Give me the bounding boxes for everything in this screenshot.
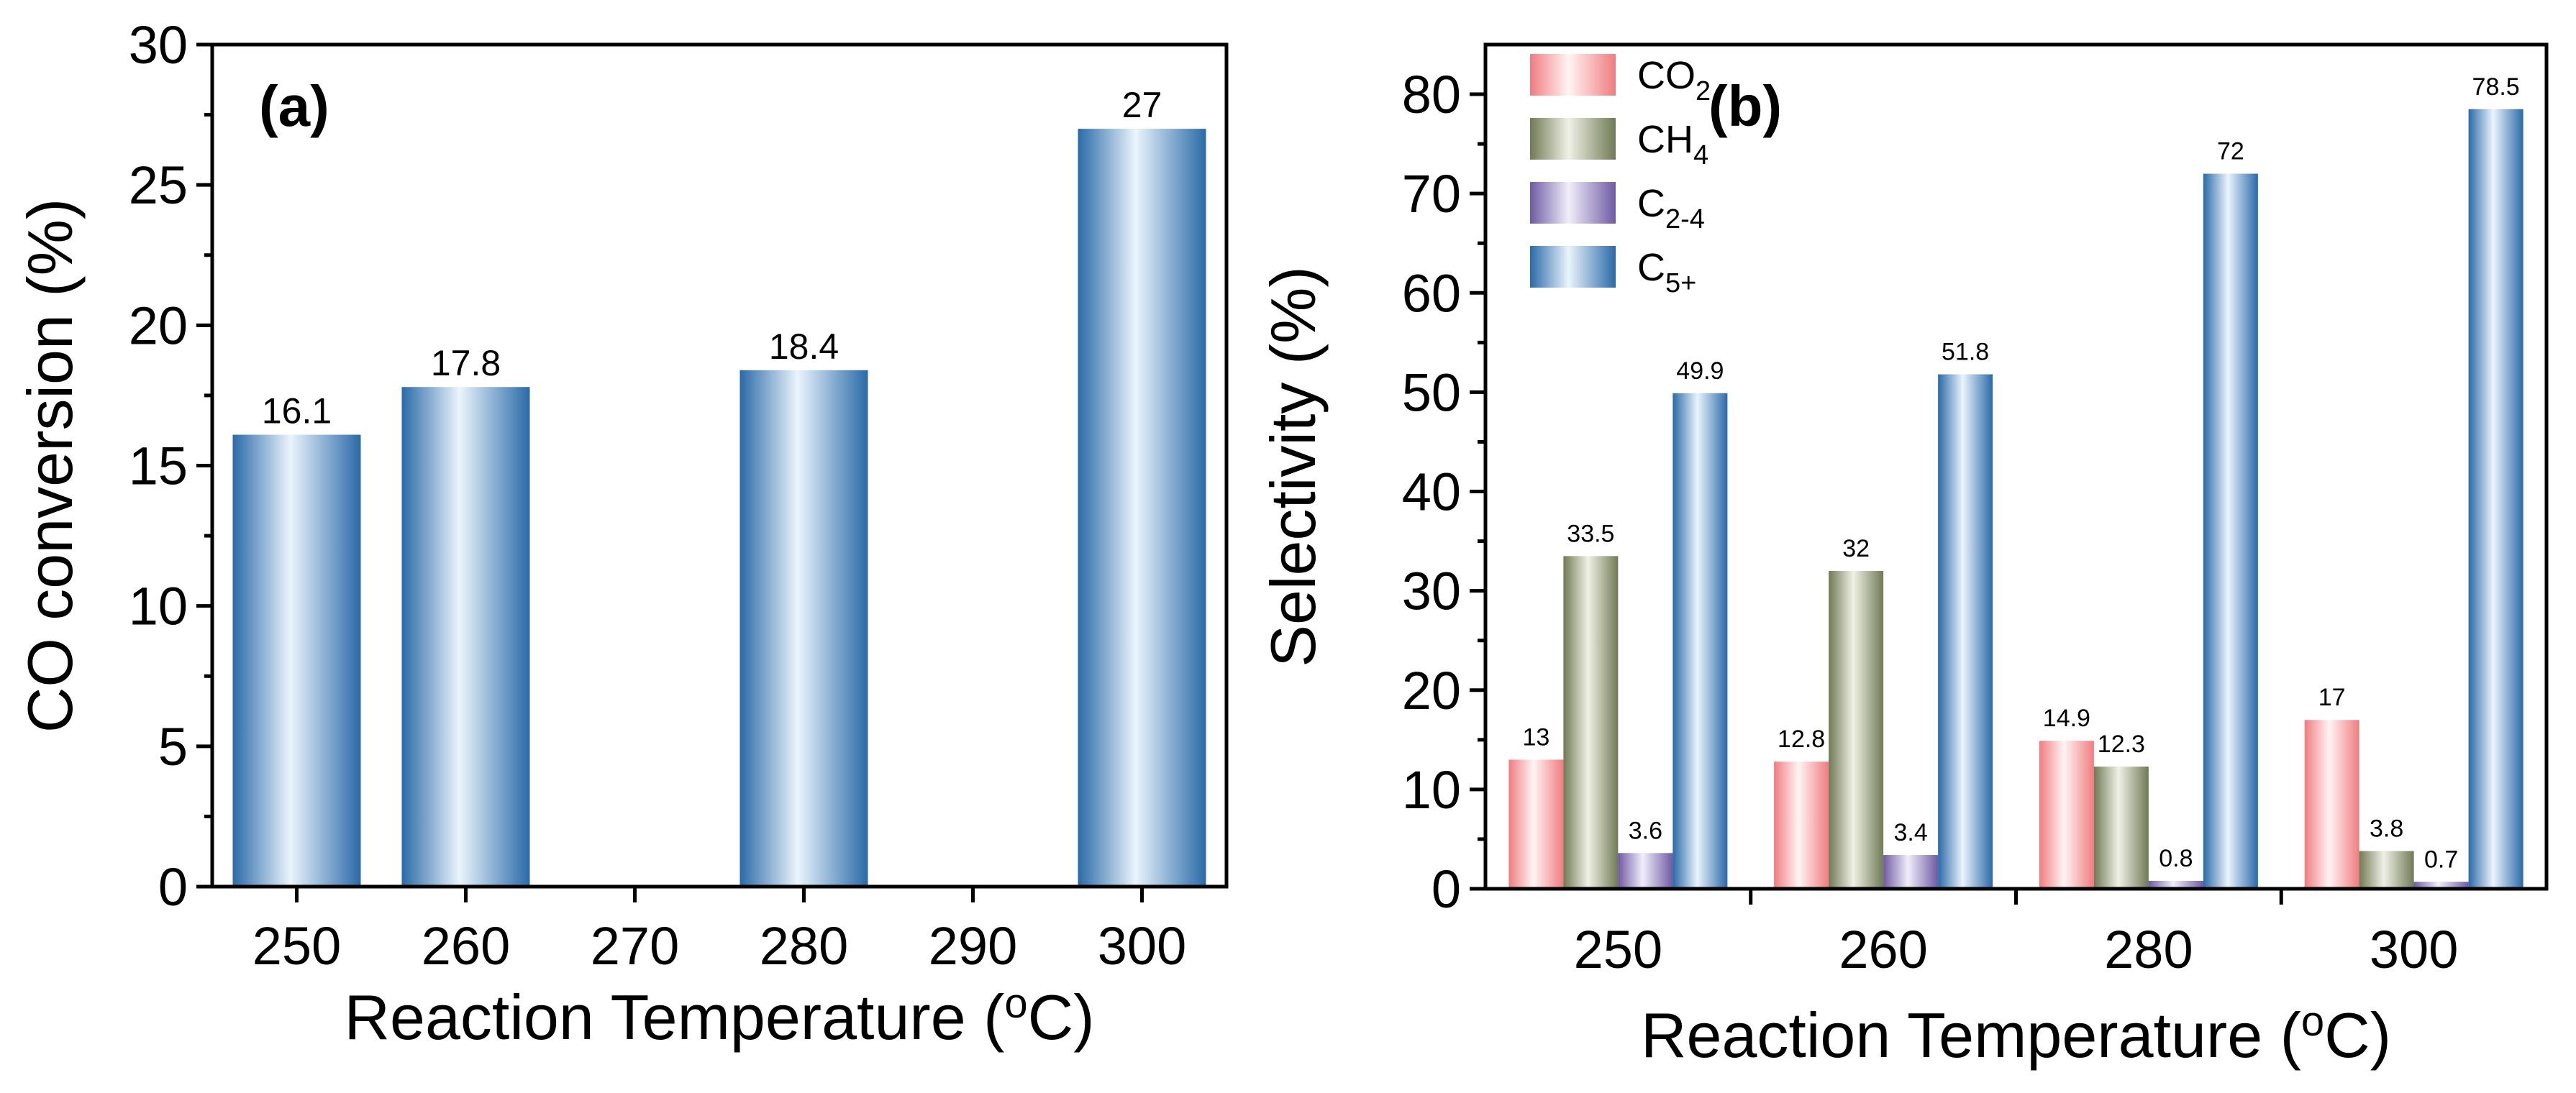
b-bar-C5+-280 (2203, 173, 2258, 889)
b-bar-CH4-260 (1829, 571, 1884, 889)
b-bar-C2-4-300 (2413, 882, 2469, 889)
b-legend-swatch-1 (1530, 118, 1616, 160)
b-bar-CH4-280 (2093, 767, 2149, 889)
b-data-label-CH4-250: 33.5 (1567, 520, 1614, 547)
b-xtick-label-3: 300 (2370, 920, 2458, 979)
b-xtick-label-0: 250 (1574, 920, 1662, 979)
b-data-label-CH4-280: 12.3 (2098, 731, 2145, 758)
a-data-label-250: 16.1 (262, 391, 332, 431)
a-plot-frame (210, 42, 1229, 889)
chart-panel-a: 0 5 10 15 20 25 30 CO conversion (%) Reaction Te… (14, 15, 1229, 1053)
a-bar-300 (1078, 129, 1206, 887)
b-legend: CO2 CH4 C2-4 C5+ (1530, 54, 1711, 298)
b-xtick-label-2: 280 (2104, 920, 2193, 979)
a-panel-label: (a) (259, 74, 329, 138)
b-legend-swatch-2 (1530, 182, 1616, 224)
b-bar-CO2-260 (1774, 762, 1829, 889)
b-bar-C5+-260 (1938, 374, 1993, 889)
b-ytick-label-5: 50 (1402, 362, 1461, 422)
b-data-label-CH4-300: 3.8 (2370, 815, 2403, 843)
b-bar-C2-4-280 (2148, 880, 2203, 889)
a-ytick-label-4: 20 (129, 296, 188, 355)
b-data-label-C5+-300: 78.5 (2472, 73, 2520, 101)
a-xtick-label-3: 280 (760, 916, 848, 976)
a-ytick-label-0: 0 (158, 857, 188, 917)
b-bar-C5+-250 (1672, 393, 1728, 889)
a-bar-260 (401, 387, 530, 887)
b-y-axis-title: Selectivity (%) (1257, 266, 1329, 667)
b-data-label-CO2-250: 13 (1522, 723, 1549, 751)
b-data-label-CO2-300: 17 (2318, 684, 2346, 711)
a-x-axis-title: Reaction Temperature (oC) (344, 980, 1094, 1053)
b-bar-CO2-250 (1508, 759, 1564, 889)
a-xtick-label-1: 260 (422, 916, 510, 976)
a-xtick-label-0: 250 (252, 916, 341, 976)
b-data-label-C2-4-300: 0.7 (2424, 846, 2458, 873)
b-legend-swatch-3 (1530, 246, 1616, 288)
b-data-label-C5+-260: 51.8 (1942, 339, 1989, 366)
a-y-axis-title: CO conversion (%) (14, 198, 86, 733)
b-ytick-label-0: 0 (1432, 859, 1461, 919)
b-bar-CH4-250 (1563, 556, 1619, 889)
b-data-label-C5+-250: 49.9 (1676, 357, 1724, 385)
b-ytick-label-2: 20 (1402, 661, 1461, 721)
b-bar-C2-4-260 (1883, 855, 1939, 889)
b-x-axis-title: Reaction Temperature (oC) (1641, 998, 2391, 1071)
b-legend-swatch-0 (1530, 54, 1616, 96)
b-data-label-CH4-260: 32 (1842, 535, 1870, 562)
a-ytick-label-3: 15 (129, 436, 188, 496)
b-ytick-label-1: 10 (1402, 760, 1461, 820)
a-bar-250 (232, 434, 361, 887)
b-data-label-C2-4-280: 0.8 (2159, 845, 2193, 872)
b-data-label-C2-4-250: 3.6 (1629, 817, 1662, 844)
b-legend-label-0: CO2 (1637, 54, 1711, 106)
b-ytick-label-6: 60 (1402, 263, 1461, 323)
a-ytick-label-6: 30 (129, 15, 188, 75)
b-ytick-label-8: 80 (1402, 65, 1461, 124)
a-ytick-label-2: 10 (129, 577, 188, 636)
b-bar-C5+-300 (2468, 109, 2523, 889)
a-data-label-300: 27 (1122, 85, 1162, 125)
b-panel-label: (b) (1708, 74, 1782, 138)
a-xtick-label-2: 270 (591, 916, 679, 976)
b-ytick-label-4: 40 (1402, 462, 1461, 522)
a-data-label-260: 17.8 (431, 343, 501, 383)
b-legend-label-2: C2-4 (1637, 182, 1705, 234)
b-legend-label-1: CH4 (1637, 118, 1708, 170)
b-legend-label-3: C5+ (1637, 246, 1696, 298)
a-ytick-label-5: 25 (129, 155, 188, 215)
a-ytick-label-1: 5 (158, 717, 188, 777)
b-bar-CH4-300 (2359, 851, 2414, 889)
b-bar-C2-4-250 (1618, 853, 1673, 889)
b-data-label-CO2-280: 14.9 (2043, 705, 2090, 732)
a-data-label-280: 18.4 (769, 326, 839, 367)
b-ytick-label-7: 70 (1402, 164, 1461, 224)
b-data-label-C2-4-260: 3.4 (1893, 819, 1927, 846)
b-data-label-C5+-280: 72 (2217, 138, 2244, 165)
a-bar-280 (739, 370, 868, 887)
b-bar-CO2-280 (2039, 741, 2094, 889)
b-xtick-label-1: 260 (1839, 920, 1927, 979)
b-ytick-label-3: 30 (1402, 562, 1461, 621)
b-bar-CO2-300 (2304, 720, 2359, 889)
a-xtick-label-5: 300 (1098, 916, 1186, 976)
b-plot-frame (1483, 42, 2549, 891)
b-data-label-CO2-260: 12.8 (1778, 726, 1825, 753)
chart-panel-b: 0 10 20 30 40 50 60 70 80 Selectivity (%) Reaction… (1257, 42, 2549, 1071)
a-xtick-label-4: 290 (929, 916, 1017, 976)
